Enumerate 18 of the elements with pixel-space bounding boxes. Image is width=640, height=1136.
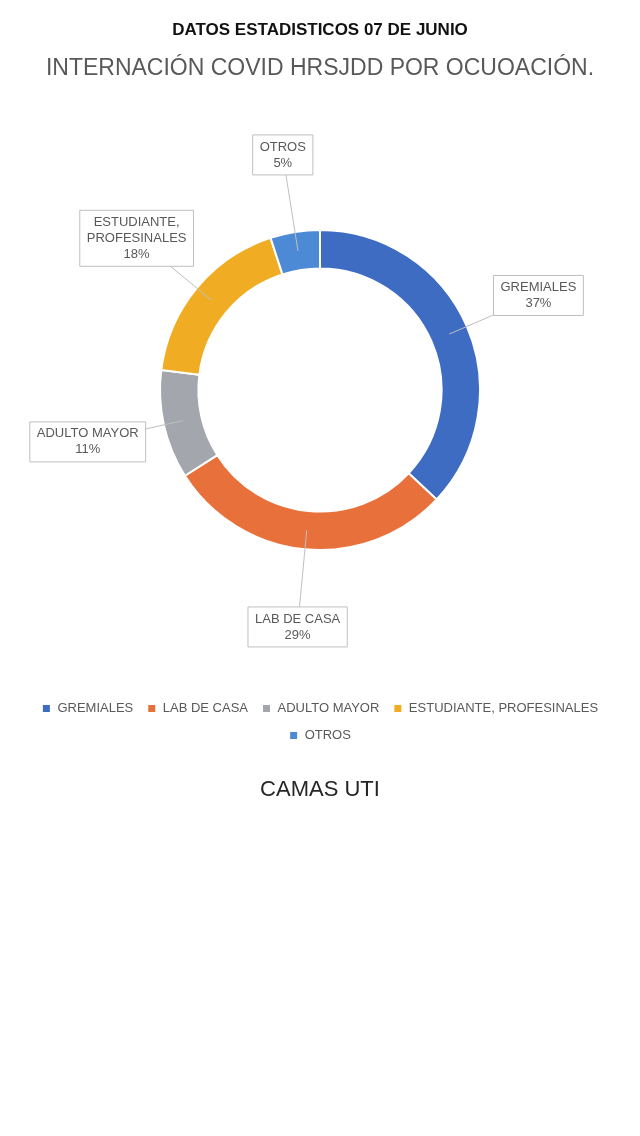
legend-label: ADULTO MAYOR xyxy=(277,700,380,716)
text: CAMAS UTI xyxy=(260,776,380,802)
legend-label: ESTUDIANTE, PROFESINALES xyxy=(408,700,599,716)
legend-label: OTROS xyxy=(304,727,352,743)
chart-subtitle: INTERNACIÓN COVID HRSJDD POR OCUOACIÓN. xyxy=(45,53,595,80)
legend-label: LAB DE CASA xyxy=(162,700,249,716)
data-label: 37% xyxy=(525,295,552,311)
slice-label: GREMIALES xyxy=(500,279,577,295)
slice-label: ADULTO MAYOR xyxy=(36,425,139,441)
chart-title: DATOS ESTADISTICOS 07 DE JUNIO xyxy=(172,19,468,39)
legend-label: GREMIALES xyxy=(57,700,134,716)
slice-label: ESTUDIANTE, PROFESINALES xyxy=(86,213,187,245)
data-label: 11% xyxy=(75,441,101,457)
data-label: 18% xyxy=(123,245,151,261)
slice-label: OTROS xyxy=(259,138,307,154)
slice-label: LAB DE CASA xyxy=(254,610,341,626)
data-label: 5% xyxy=(273,154,293,170)
data-label: 29% xyxy=(284,626,312,642)
